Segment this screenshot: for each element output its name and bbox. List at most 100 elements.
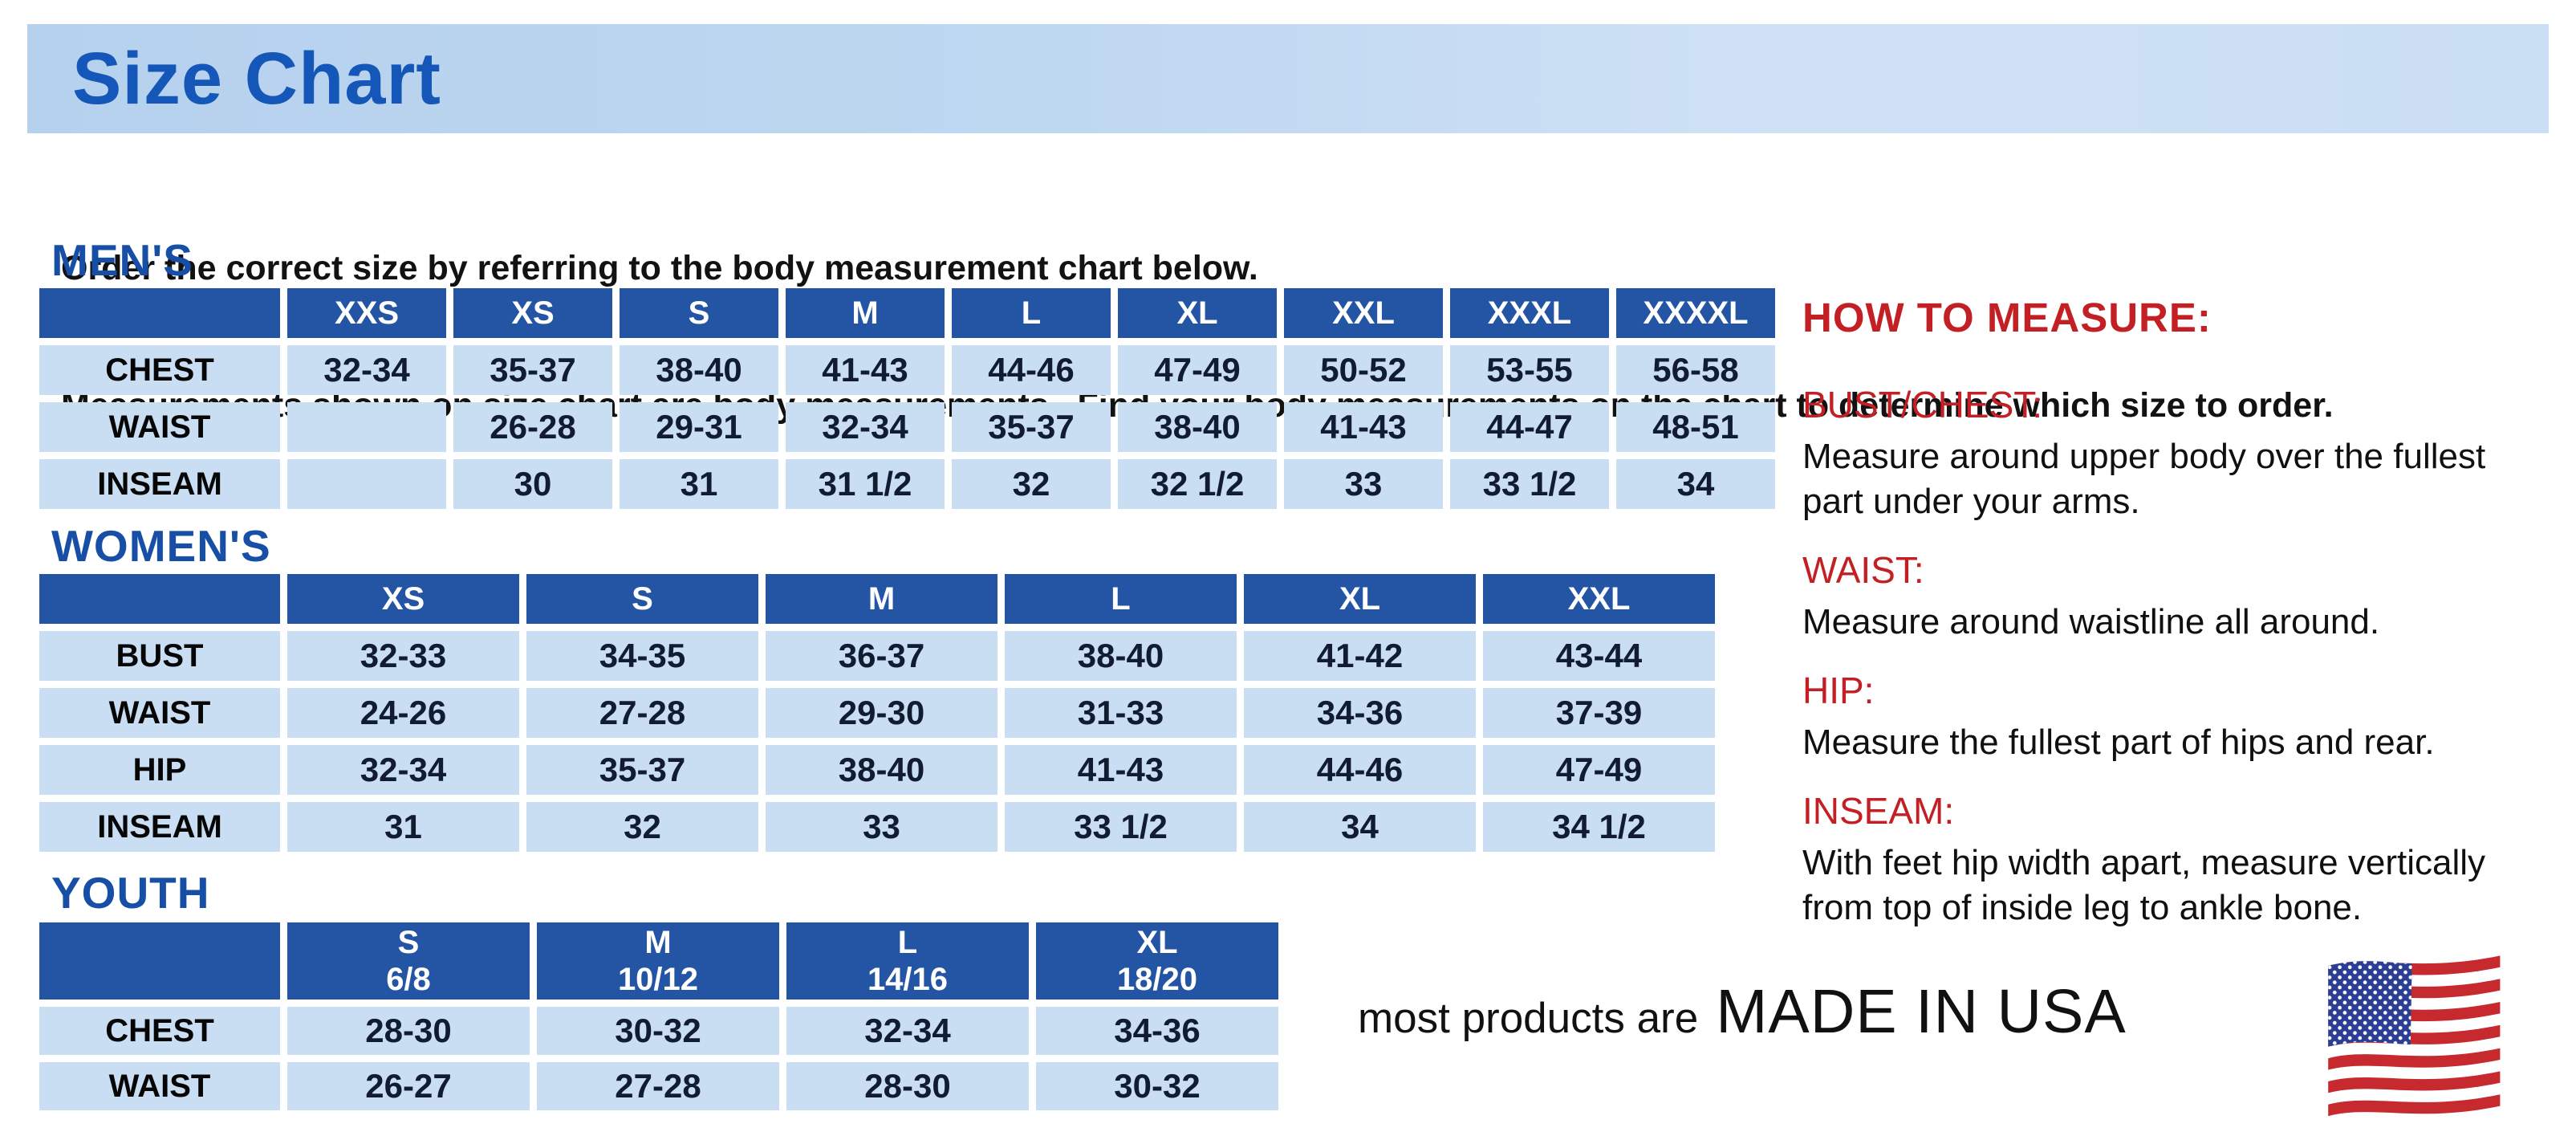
measurement-label-cell: WAIST [39, 1062, 280, 1110]
measurement-value-cell: 41-43 [1005, 745, 1237, 795]
how-to-measure-panel: HOW TO MEASURE: BUST/CHEST: Measure arou… [1802, 294, 2573, 930]
measurement-value-cell: 44-47 [1450, 402, 1609, 452]
inseam-heading: INSEAM: [1802, 790, 1955, 832]
measurement-value-cell: 35-37 [453, 345, 612, 395]
measurement-value-cell: 33 1/2 [1450, 459, 1609, 509]
measurement-value-cell: 30-32 [1036, 1062, 1278, 1110]
measurement-value-cell: 56-58 [1616, 345, 1775, 395]
measurement-value-cell: 31 [287, 802, 519, 852]
measurement-label-cell: INSEAM [39, 459, 280, 509]
measurement-value-cell: 34-36 [1036, 1007, 1278, 1055]
size-column-header: S [526, 574, 758, 624]
made-in-usa-prefix: most products are [1358, 995, 1699, 1042]
measurement-value-cell: 32-34 [786, 402, 945, 452]
table-row: WAIST 24-26 27-28 29-30 31-33 34-36 37-39 [39, 688, 1715, 738]
table-row: BUST 32-33 34-35 36-37 38-40 41-42 43-44 [39, 631, 1715, 681]
measurement-value-cell: 31 1/2 [786, 459, 945, 509]
measurement-value-cell: 30 [453, 459, 612, 509]
measurement-value-cell: 28-30 [287, 1007, 530, 1055]
measurement-value-cell: 28-30 [786, 1062, 1029, 1110]
size-column-header: XL [1118, 288, 1277, 338]
measurement-value-cell: 35-37 [526, 745, 758, 795]
inseam-text: With feet hip width apart, measure verti… [1802, 843, 2486, 927]
measurement-value-cell: 32-34 [287, 345, 446, 395]
made-in-usa-line: most products are MADE IN USA [1358, 976, 2127, 1048]
measurement-value-cell: 29-31 [620, 402, 778, 452]
measurement-value-cell [287, 402, 446, 452]
measurement-value-cell: 38-40 [766, 745, 997, 795]
womens-section-title: WOMEN'S [51, 521, 271, 571]
bust-chest-text: Measure around upper body over the fulle… [1802, 437, 2486, 521]
size-column-header: XS [453, 288, 612, 338]
measurement-value-cell: 35-37 [952, 402, 1111, 452]
measurement-value-cell: 31-33 [1005, 688, 1237, 738]
measurement-value-cell: 31 [620, 459, 778, 509]
table-corner-cell [39, 922, 280, 1000]
page-title: Size Chart [72, 37, 441, 120]
measurement-value-cell: 41-43 [1284, 402, 1443, 452]
measurement-value-cell: 34 [1616, 459, 1775, 509]
mens-section-title: MEN'S [51, 235, 193, 285]
measurement-value-cell: 32 [526, 802, 758, 852]
size-column-header: XXXXL [1616, 288, 1775, 338]
size-column-header: M 10/12 [537, 922, 779, 1000]
measurement-value-cell: 30-32 [537, 1007, 779, 1055]
measurement-value-cell: 33 [1284, 459, 1443, 509]
womens-size-table: XS S M L XL XXL BUST 32-33 34-35 36-37 38-40 41-42 4… [32, 567, 1722, 859]
measurement-label-cell: CHEST [39, 1007, 280, 1055]
measurement-value-cell: 26-27 [287, 1062, 530, 1110]
table-corner-cell [39, 288, 280, 338]
measurement-label-cell: HIP [39, 745, 280, 795]
measurement-value-cell: 27-28 [526, 688, 758, 738]
measurement-value-cell: 41-43 [786, 345, 945, 395]
measurement-value-cell: 37-39 [1483, 688, 1715, 738]
table-row: WAIST 26-27 27-28 28-30 30-32 [39, 1062, 1278, 1110]
us-flag-icon [2285, 944, 2504, 1132]
page-header-bar: Size Chart [27, 24, 2549, 133]
table-row: HIP 32-34 35-37 38-40 41-43 44-46 47-49 [39, 745, 1715, 795]
waist-text: Measure around waistline all around. [1802, 602, 2380, 641]
measurement-label-cell: CHEST [39, 345, 280, 395]
measurement-value-cell: 34 [1244, 802, 1476, 852]
measurement-value-cell: 29-30 [766, 688, 997, 738]
size-column-header: XXS [287, 288, 446, 338]
measurement-value-cell: 38-40 [1118, 402, 1277, 452]
size-column-header: L 14/16 [786, 922, 1029, 1000]
table-corner-cell [39, 574, 280, 624]
measurement-value-cell: 33 1/2 [1005, 802, 1237, 852]
how-to-measure-title: HOW TO MEASURE: [1802, 295, 2212, 340]
bust-chest-heading: BUST/CHEST: [1802, 384, 2043, 425]
measurement-value-cell: 27-28 [537, 1062, 779, 1110]
size-column-header: M [786, 288, 945, 338]
measurement-value-cell: 32-34 [287, 745, 519, 795]
measurement-value-cell: 44-46 [952, 345, 1111, 395]
measurement-value-cell: 32 [952, 459, 1111, 509]
measurement-value-cell: 32-33 [287, 631, 519, 681]
measurement-value-cell: 34-35 [526, 631, 758, 681]
measurement-value-cell: 53-55 [1450, 345, 1609, 395]
measurement-value-cell: 43-44 [1483, 631, 1715, 681]
size-column-header: XL [1244, 574, 1476, 624]
size-column-header: XXXL [1450, 288, 1609, 338]
measurement-value-cell: 24-26 [287, 688, 519, 738]
measurement-value-cell: 26-28 [453, 402, 612, 452]
measurement-value-cell: 36-37 [766, 631, 997, 681]
measurement-value-cell [287, 459, 446, 509]
youth-size-table: S 6/8 M 10/12 L 14/16 XL 18/20 CHEST 28-30 30-32 32… [32, 915, 1286, 1118]
measurement-value-cell: 32 1/2 [1118, 459, 1277, 509]
table-row: CHEST 32-34 35-37 38-40 41-43 44-46 47-49 50-52… [39, 345, 1775, 395]
size-column-header: XXL [1284, 288, 1443, 338]
waist-heading: WAIST: [1802, 549, 1924, 591]
measurement-label-cell: INSEAM [39, 802, 280, 852]
measurement-value-cell: 47-49 [1483, 745, 1715, 795]
measurement-value-cell: 41-42 [1244, 631, 1476, 681]
measurement-value-cell: 47-49 [1118, 345, 1277, 395]
intro-line-1: Order the correct size by referring to t… [61, 249, 1258, 287]
measurement-value-cell: 44-46 [1244, 745, 1476, 795]
measurement-label-cell: WAIST [39, 402, 280, 452]
size-column-header: L [1005, 574, 1237, 624]
hip-heading: HIP: [1802, 670, 1875, 711]
made-in-usa-emphasis: MADE IN USA [1716, 977, 2127, 1046]
youth-section-title: YOUTH [51, 868, 210, 918]
measurement-label-cell: BUST [39, 631, 280, 681]
